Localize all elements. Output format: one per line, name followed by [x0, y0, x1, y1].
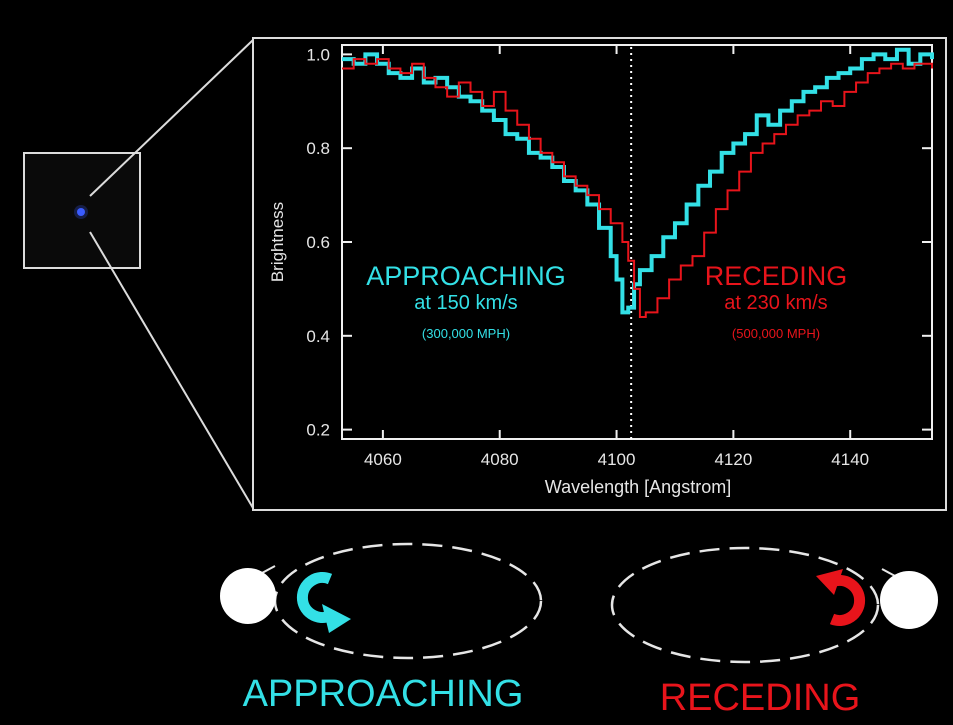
receding-annotation-mph: (500,000 MPH) [732, 326, 820, 341]
star-thumbnail [23, 152, 141, 269]
receding-orbit-diagram [610, 546, 938, 664]
receding-spectrum-line [342, 58, 933, 319]
y-tick-label: 0.2 [306, 421, 330, 440]
receding-annotation-title: RECEDING [705, 261, 848, 291]
x-tick-label: 4120 [714, 450, 752, 469]
y-tick-label: 0.4 [306, 327, 330, 346]
y-tick-label: 0.6 [306, 233, 330, 252]
zoom-line-top [89, 39, 254, 197]
receding-arrow-icon [829, 575, 866, 626]
y-tick-label: 0.8 [306, 139, 330, 158]
approaching-arrow-icon [296, 572, 333, 623]
spectrum-series [341, 47, 934, 319]
approaching-arrowhead-icon [322, 604, 351, 633]
x-axis-label: Wavelength [Angstrom] [545, 477, 731, 497]
receding-orbit-ellipse [610, 546, 880, 664]
tick-labels: 4060 4080 4100 4120 4140 0.2 0.4 0.6 0.8 1.0 [306, 45, 869, 469]
approaching-annotation-title: APPROACHING [366, 261, 566, 291]
receding-star [880, 571, 938, 629]
star-dot [77, 208, 85, 216]
approaching-spectrum-line [342, 47, 934, 315]
approaching-annotation-speed: at 150 km/s [414, 292, 517, 314]
y-tick-label: 1.0 [306, 45, 330, 64]
chart-frame [252, 37, 947, 511]
approaching-orbit-diagram [220, 542, 543, 660]
star-glow [74, 205, 88, 219]
y-axis-label: Brightness [268, 202, 287, 282]
x-tick-label: 4100 [598, 450, 636, 469]
x-tick-label: 4060 [364, 450, 402, 469]
x-tick-label: 4140 [831, 450, 869, 469]
zoom-line-bottom [89, 231, 254, 509]
receding-label: RECEDING [660, 677, 861, 719]
approaching-label: APPROACHING [243, 673, 524, 715]
approaching-star [220, 568, 276, 624]
receding-annotation-speed: at 230 km/s [724, 292, 827, 314]
receding-arrowhead-icon [816, 569, 843, 595]
approaching-annotation-mph: (300,000 MPH) [422, 326, 510, 341]
axis-ticks [342, 45, 932, 439]
x-tick-label: 4080 [481, 450, 519, 469]
